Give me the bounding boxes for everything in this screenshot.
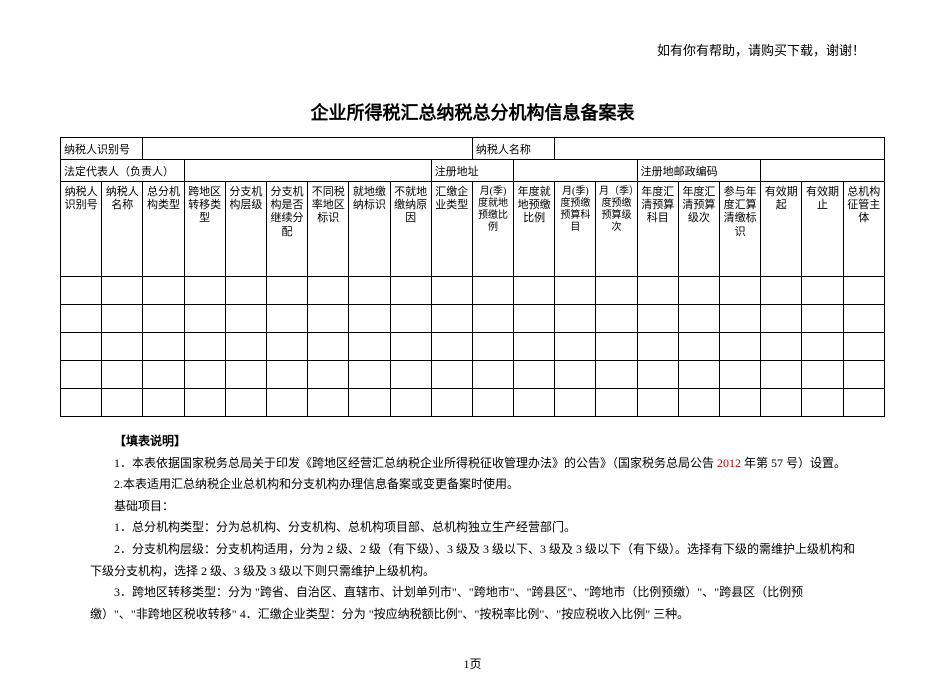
label-reg-addr: 注册地址 <box>431 160 513 182</box>
col-h-9: 汇缴企业类型 <box>431 182 472 277</box>
instr-p3: 基础项目： <box>90 496 855 518</box>
col-h-11: 年度就地预缴比例 <box>514 182 555 277</box>
instr-p5: 2．分支机构层级：分支机构适用，分为 2 级、2 级（有下级）、3 级及 3 级… <box>90 539 855 582</box>
instr-p6: 3．跨地区转移类型：分为 "跨省、自治区、直辖市、计划单列市"、"跨地市"、"跨… <box>90 582 855 625</box>
col-h-10: 月(季)度就地预缴比例 <box>472 182 513 277</box>
col-h-5: 分支机构是否继续分配 <box>266 182 307 277</box>
col-h-12: 月(季)度预缴预算科目 <box>555 182 596 277</box>
instr-lead: 【填表说明】 <box>90 431 855 453</box>
col-h-7: 就地缴纳标识 <box>349 182 390 277</box>
label-taxpayer-name: 纳税人名称 <box>472 138 554 160</box>
col-h-16: 参与年度汇算清缴标识 <box>720 182 761 277</box>
value-taxpayer-id <box>143 138 473 160</box>
column-header-row: 纳税人识别号 纳税人名称 总分机构类型 跨地区转移类型 分支机构层级 分支机构是… <box>61 182 885 277</box>
label-taxpayer-id: 纳税人识别号 <box>61 138 143 160</box>
col-h-3: 跨地区转移类型 <box>184 182 225 277</box>
col-h-13: 月（季）度预缴预算级次 <box>596 182 637 277</box>
col-h-6: 不同税率地区标识 <box>308 182 349 277</box>
value-reg-addr <box>514 160 638 182</box>
header-row-2: 法定代表人（负责人） 注册地址 注册地邮政编码 <box>61 160 885 182</box>
col-h-0: 纳税人识别号 <box>61 182 102 277</box>
instr-p1: 1．本表依据国家税务总局关于印发《跨地区经营汇总纳税企业所得税征收管理办法》的公… <box>90 453 855 475</box>
col-h-4: 分支机构层级 <box>225 182 266 277</box>
label-postcode: 注册地邮政编码 <box>637 160 761 182</box>
table-row <box>61 305 885 333</box>
col-h-2: 总分机构类型 <box>143 182 184 277</box>
page-title: 企业所得税汇总纳税总分机构信息备案表 <box>60 99 885 125</box>
header-row-1: 纳税人识别号 纳税人名称 <box>61 138 885 160</box>
col-h-19: 总机构征管主体 <box>843 182 884 277</box>
col-h-8: 不就地缴纳原因 <box>390 182 431 277</box>
col-h-15: 年度汇清预算级次 <box>678 182 719 277</box>
label-legal-rep: 法定代表人（负责人） <box>61 160 185 182</box>
instr-p2: 2.本表适用汇总纳税企业总机构和分支机构办理信息备案或变更备案时使用。 <box>90 474 855 496</box>
table-row <box>61 389 885 417</box>
value-postcode <box>761 160 885 182</box>
value-legal-rep <box>184 160 431 182</box>
col-h-18: 有效期止 <box>802 182 843 277</box>
page-number: 1页 <box>60 655 885 672</box>
col-h-17: 有效期起 <box>761 182 802 277</box>
instructions: 【填表说明】 1．本表依据国家税务总局关于印发《跨地区经营汇总纳税企业所得税征收… <box>90 431 855 625</box>
col-h-1: 纳税人名称 <box>102 182 143 277</box>
table-row <box>61 333 885 361</box>
instr-p4: 1．总分机构类型：分为总机构、分支机构、总机构项目部、总机构独立生产经营部门。 <box>90 517 855 539</box>
value-taxpayer-name <box>555 138 885 160</box>
col-h-14: 年度汇清预算科目 <box>637 182 678 277</box>
table-row <box>61 277 885 305</box>
table-row <box>61 361 885 389</box>
main-table: 纳税人识别号 纳税人名称 法定代表人（负责人） 注册地址 注册地邮政编码 纳税人… <box>60 137 885 417</box>
top-note: 如有你有帮助，请购买下载，谢谢！ <box>60 40 885 59</box>
